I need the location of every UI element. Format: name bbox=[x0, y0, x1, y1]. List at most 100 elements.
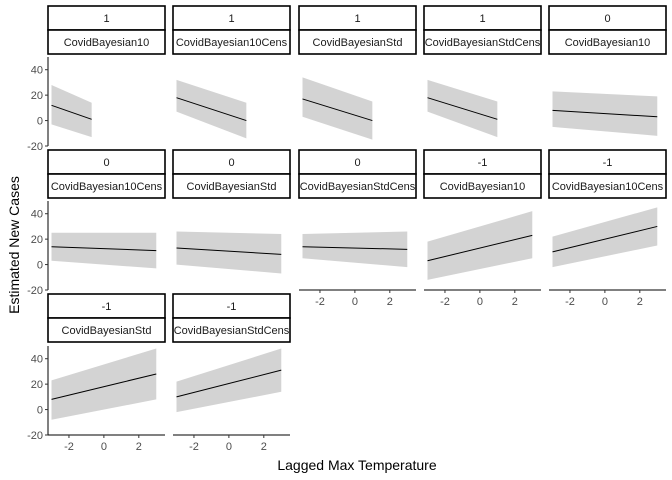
facet-strip-label-top: 1 bbox=[103, 13, 109, 25]
facet-panel-0: 1 CovidBayesian10 -20 0 20 40 bbox=[27, 5, 166, 153]
facet-strip-label-top: 0 bbox=[354, 157, 360, 169]
facet-panel-1: 1 CovidBayesian10Cens bbox=[172, 5, 291, 139]
facet-panel-11: -1 CovidBayesianStdCens -2 0 2 bbox=[172, 293, 291, 453]
facet-panel-5: 0 CovidBayesian10Cens -20 0 20 40 bbox=[27, 149, 166, 297]
x-tick-label: -2 bbox=[565, 296, 575, 308]
facet-strip-bottom-box bbox=[548, 29, 667, 55]
facet-strip-bottom-box bbox=[548, 173, 667, 199]
facet-panel-4: 0 CovidBayesian10 bbox=[548, 5, 667, 136]
x-tick-label: -2 bbox=[64, 441, 74, 453]
facet-strip-label-top: 1 bbox=[479, 13, 485, 25]
confidence-ribbon bbox=[51, 232, 157, 269]
facet-panel-2: 1 CovidBayesianStd bbox=[298, 5, 417, 140]
y-tick-label: -20 bbox=[27, 430, 43, 442]
y-axis-title: Estimated New Cases bbox=[6, 176, 22, 314]
fit-line bbox=[51, 246, 157, 252]
x-axis-title: Lagged Max Temperature bbox=[277, 457, 436, 473]
facet-strip-bottom-box bbox=[172, 317, 291, 343]
y-tick-label: 40 bbox=[31, 65, 43, 77]
confidence-ribbon bbox=[552, 207, 658, 268]
y-tick-label: 20 bbox=[31, 90, 43, 102]
facet-strip-label-top: 1 bbox=[354, 13, 360, 25]
facet-panel-7: 0 CovidBayesianStdCens -2 0 2 bbox=[298, 149, 417, 308]
facet-strip-label-top: 0 bbox=[228, 157, 234, 169]
facet-strip-bottom-box bbox=[47, 29, 166, 55]
fit-line bbox=[302, 98, 373, 122]
x-tick-label: 0 bbox=[226, 441, 232, 453]
confidence-ribbon bbox=[51, 348, 157, 420]
facet-strip-label-top: -1 bbox=[102, 301, 112, 313]
facet-strip-label-bottom: CovidBayesian10 bbox=[64, 37, 150, 49]
fit-line bbox=[302, 246, 408, 250]
facet-strip-label-top: 0 bbox=[604, 13, 610, 25]
facet-strip-label-bottom: CovidBayesianStd bbox=[62, 325, 152, 337]
facet-strip-top-box bbox=[298, 149, 417, 175]
facet-panel-8: -1 CovidBayesian10 -2 0 2 bbox=[423, 149, 542, 308]
y-tick-label: 20 bbox=[31, 234, 43, 246]
confidence-ribbon bbox=[176, 231, 282, 274]
fit-line bbox=[51, 104, 92, 120]
y-tick-label: 40 bbox=[31, 209, 43, 221]
facet-strip-label-bottom: CovidBayesian10Cens bbox=[51, 181, 163, 193]
x-tick-label: 2 bbox=[387, 296, 393, 308]
fit-line bbox=[427, 97, 498, 120]
y-tick-label: -20 bbox=[27, 141, 43, 153]
y-tick-label: -20 bbox=[27, 285, 43, 297]
x-tick-label: 0 bbox=[352, 296, 358, 308]
facet-strip-bottom-box bbox=[47, 173, 166, 199]
facet-strip-top-box bbox=[172, 293, 291, 319]
y-tick-label: 0 bbox=[37, 116, 43, 128]
fit-line bbox=[51, 373, 157, 400]
x-tick-label: -2 bbox=[440, 296, 450, 308]
fit-line bbox=[552, 225, 658, 253]
x-tick-label: 2 bbox=[512, 296, 518, 308]
confidence-ribbon bbox=[51, 84, 92, 138]
x-tick-label: -2 bbox=[189, 441, 199, 453]
facet-strip-bottom-box bbox=[172, 29, 291, 55]
facet-strip-label-bottom: CovidBayesianStd bbox=[313, 37, 403, 49]
fit-line bbox=[176, 369, 282, 398]
facet-panel-9: -1 CovidBayesian10Cens -2 0 2 bbox=[548, 149, 667, 308]
facet-panel-3: 1 CovidBayesianStdCens bbox=[423, 5, 542, 138]
fit-line bbox=[552, 109, 658, 118]
fit-line bbox=[176, 247, 282, 255]
facet-strip-label-bottom: CovidBayesianStdCens bbox=[174, 325, 290, 337]
x-tick-label: -2 bbox=[315, 296, 325, 308]
facet-strip-label-bottom: CovidBayesianStdCens bbox=[425, 37, 541, 49]
facet-strip-bottom-box bbox=[423, 29, 542, 55]
facet-strip-label-bottom: CovidBayesianStd bbox=[187, 181, 277, 193]
facet-strip-label-bottom: CovidBayesian10Cens bbox=[552, 181, 664, 193]
y-tick-label: 0 bbox=[37, 260, 43, 272]
facet-strip-top-box bbox=[172, 149, 291, 175]
y-tick-label: 40 bbox=[31, 354, 43, 366]
facet-strip-bottom-box bbox=[298, 173, 417, 199]
facet-panel-6: 0 CovidBayesianStd bbox=[172, 149, 291, 274]
facet-strip-label-top: 0 bbox=[103, 157, 109, 169]
facet-strip-label-top: -1 bbox=[227, 301, 237, 313]
confidence-ribbon bbox=[427, 211, 533, 280]
y-tick-label: 20 bbox=[31, 379, 43, 391]
confidence-ribbon bbox=[176, 348, 282, 413]
x-tick-label: 0 bbox=[477, 296, 483, 308]
x-tick-label: 0 bbox=[101, 441, 107, 453]
facet-strip-label-bottom: CovidBayesian10Cens bbox=[176, 37, 288, 49]
facet-strip-label-top: 1 bbox=[228, 13, 234, 25]
facet-strip-label-bottom: CovidBayesian10 bbox=[565, 37, 651, 49]
confidence-ribbon bbox=[302, 77, 373, 140]
x-tick-label: 0 bbox=[602, 296, 608, 308]
facet-strip-label-top: -1 bbox=[603, 157, 613, 169]
x-tick-label: 2 bbox=[136, 441, 142, 453]
x-tick-label: 2 bbox=[637, 296, 643, 308]
facet-strip-top-box bbox=[172, 5, 291, 31]
y-tick-label: 0 bbox=[37, 405, 43, 417]
facet-strip-top-box bbox=[548, 149, 667, 175]
fit-line bbox=[176, 97, 247, 122]
x-tick-label: 2 bbox=[261, 441, 267, 453]
facet-strip-top-box bbox=[423, 5, 542, 31]
facet-strip-top-box bbox=[548, 5, 667, 31]
facet-strip-label-bottom: CovidBayesianStdCens bbox=[300, 181, 416, 193]
facet-strip-bottom-box bbox=[423, 173, 542, 199]
facet-strip-bottom-box bbox=[172, 173, 291, 199]
